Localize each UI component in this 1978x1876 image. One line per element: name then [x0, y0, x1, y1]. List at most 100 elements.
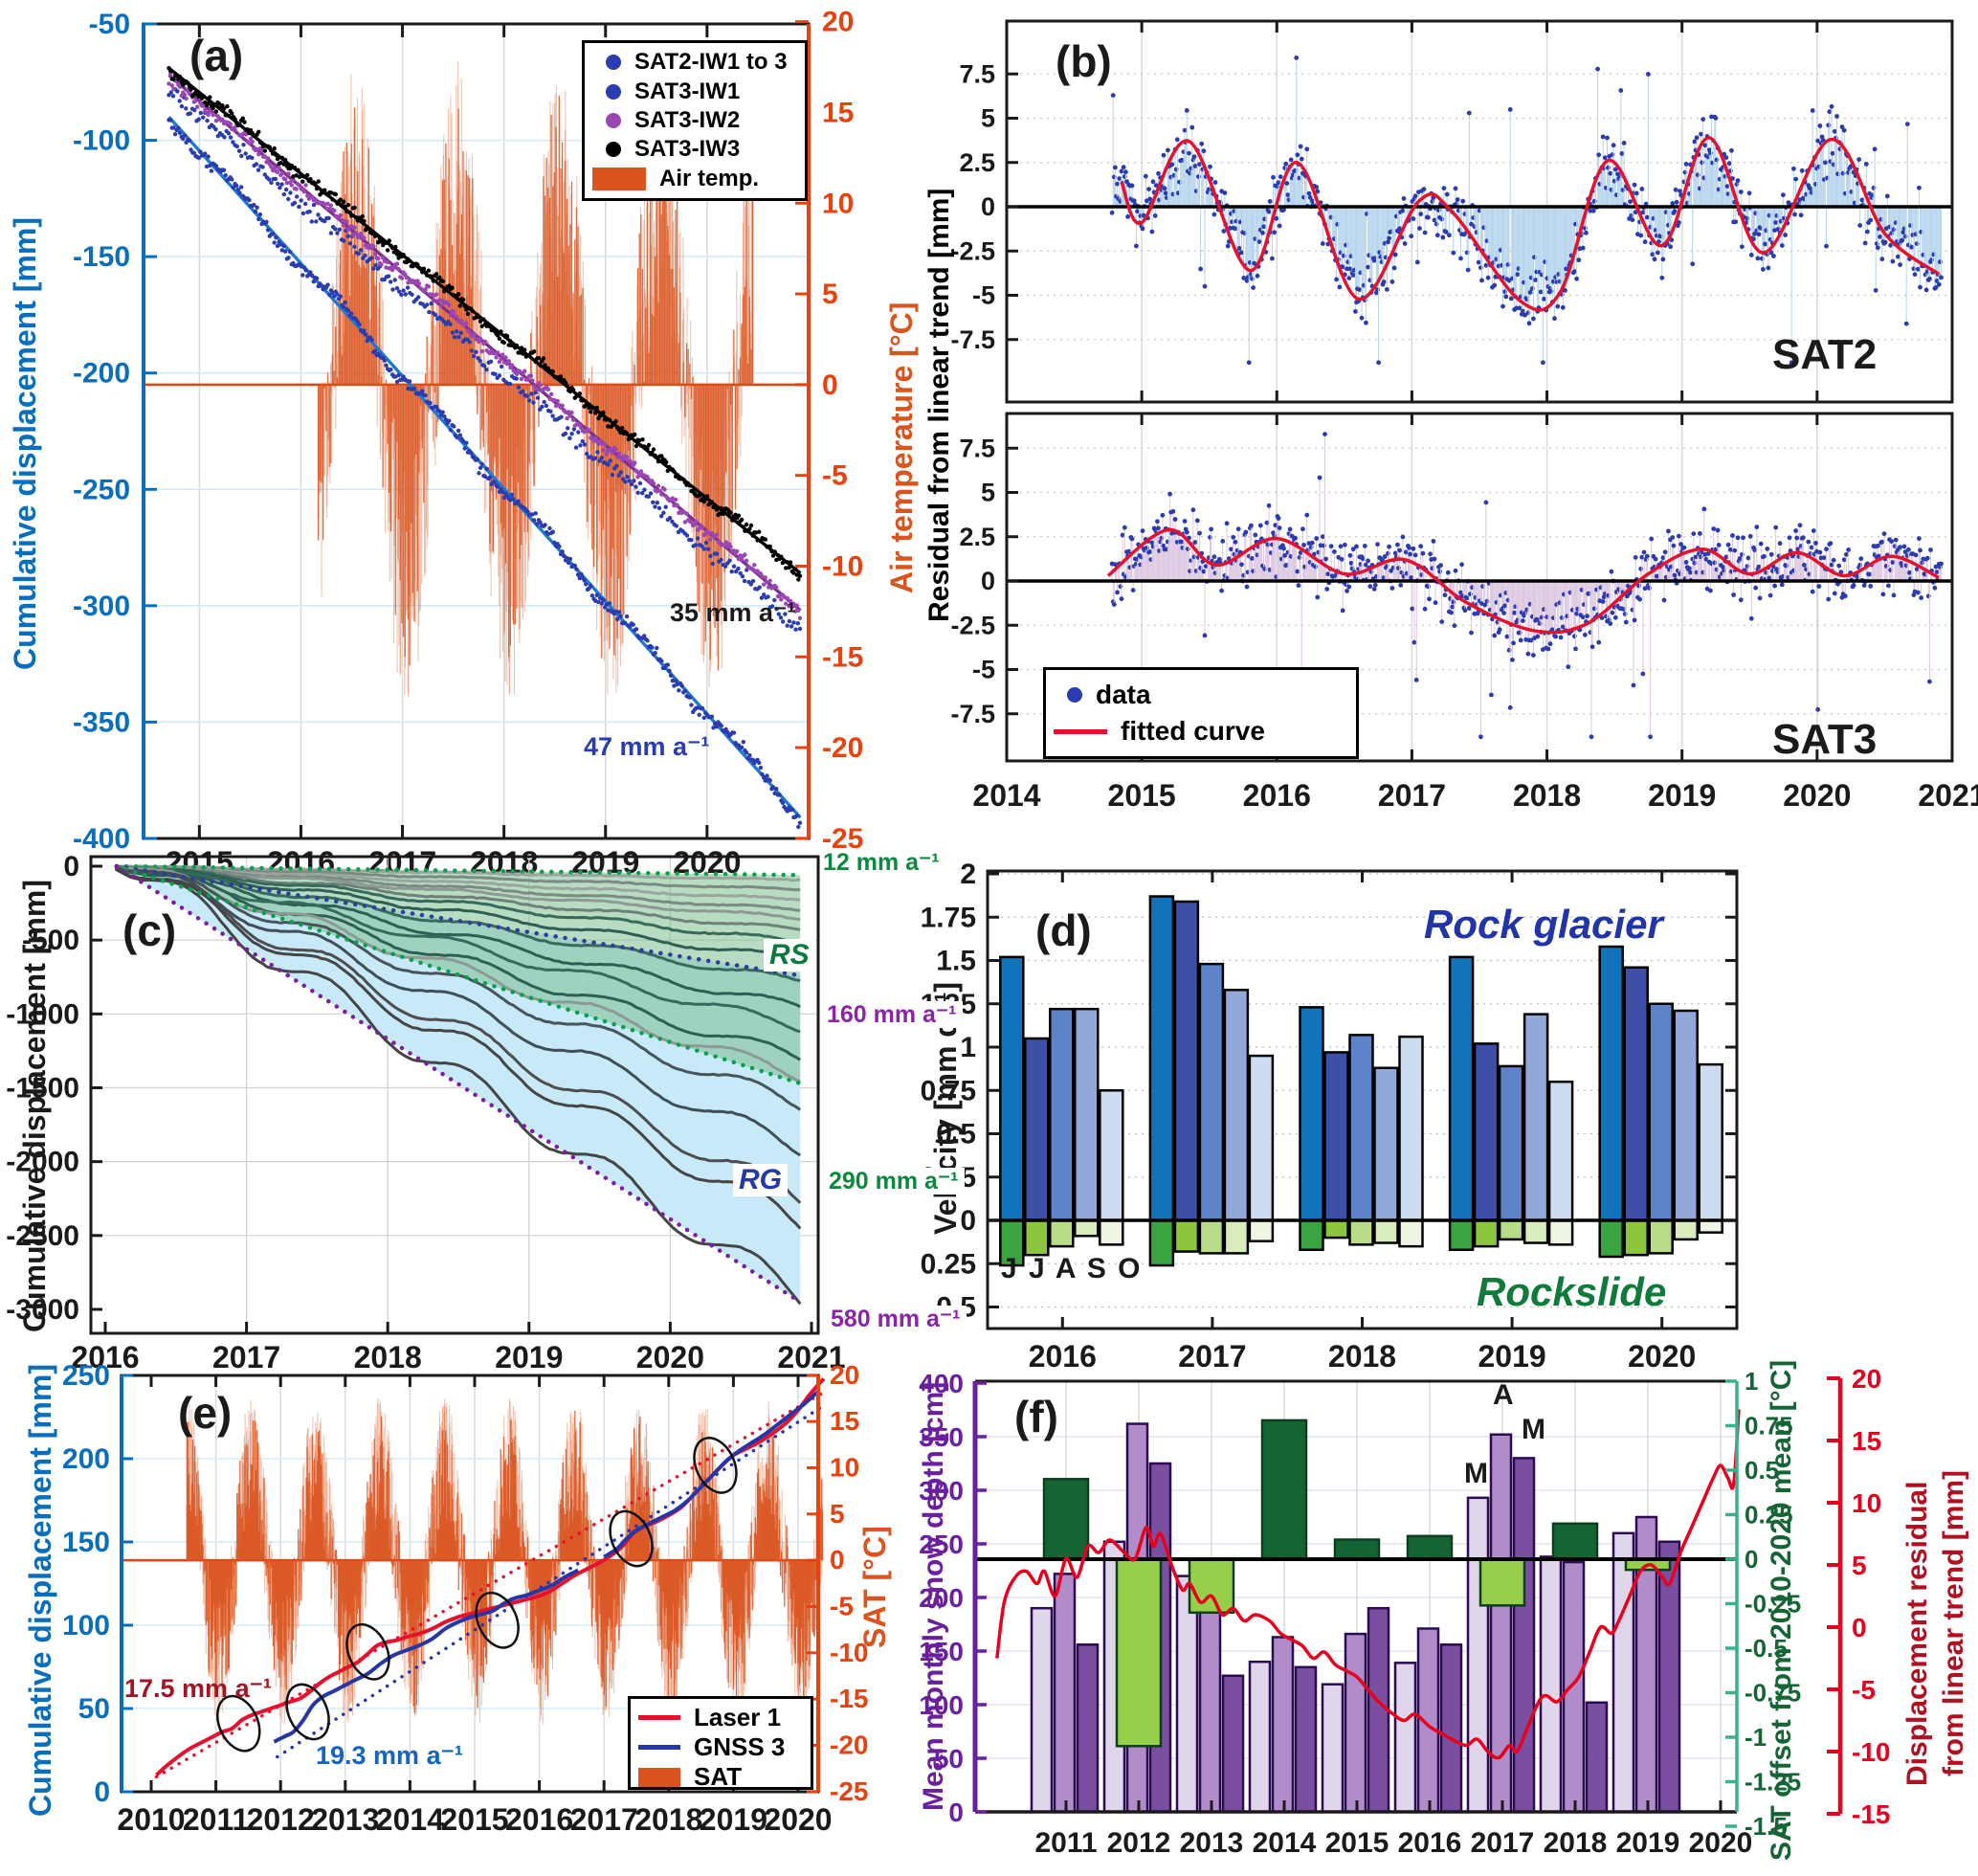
sat3-iw3-marker-icon — [606, 142, 621, 158]
month-labels: J J A S O — [1001, 1253, 1143, 1284]
panel-e-ylabel-right: SAT [°C] — [857, 1526, 892, 1648]
svg-text:7.5: 7.5 — [959, 59, 995, 88]
panel-b-ylabel: Residual from linear trend [mm] — [923, 188, 955, 622]
svg-text:-7.5: -7.5 — [950, 325, 995, 354]
svg-text:10: 10 — [822, 188, 854, 219]
panel-d: 21.751.51.2510.750.50.2500.250.520162017… — [921, 859, 1739, 1374]
svg-text:5: 5 — [822, 279, 838, 310]
svg-text:-5: -5 — [822, 460, 848, 492]
sat2-marker-icon — [606, 55, 621, 71]
rate-gnss: 19.3 mm a⁻¹ — [316, 1741, 463, 1770]
rate-580: 580 mm a⁻¹ — [825, 1306, 967, 1333]
legend-item-airtemp: Air temp. — [592, 166, 797, 192]
panel-b: 7.552.50-2.5-5-7.57.552.50-2.5-5-7.52014… — [950, 19, 1978, 813]
svg-text:-15: -15 — [822, 641, 863, 673]
svg-text:15: 15 — [822, 97, 854, 128]
legend-label: SAT3-IW2 — [634, 106, 741, 133]
panel-e-letter: (e) — [178, 1388, 233, 1438]
legend-label: SAT2-IW1 to 3 — [634, 49, 788, 76]
svg-text:-200: -200 — [73, 358, 130, 390]
legend-label: GNSS 3 — [694, 1732, 786, 1761]
laser-line-icon — [638, 1715, 680, 1720]
legend-label: SAT3-IW3 — [634, 136, 741, 163]
svg-text:-20: -20 — [822, 732, 863, 764]
sat3-iw1-marker-icon — [606, 83, 621, 100]
svg-text:-5: -5 — [972, 281, 995, 310]
legend-item-sat3iw3: SAT3-IW3 — [592, 136, 797, 163]
legend-item-sat3iw2: SAT3-IW2 — [592, 107, 797, 134]
panel-c-ylabel: Cumulative displacement [mm] — [17, 880, 52, 1332]
legend-label: Laser 1 — [694, 1703, 782, 1731]
rg-tag: RG — [733, 1164, 788, 1196]
gnss-line-icon — [638, 1745, 680, 1750]
svg-text:-300: -300 — [73, 591, 130, 622]
fitted-curve-swatch-icon — [1054, 728, 1107, 734]
legend-item-sat2: SAT2-IW1 to 3 — [592, 49, 797, 76]
legend-item-sat: SAT — [638, 1762, 803, 1792]
air-temp-swatch-icon — [592, 167, 646, 190]
panel-e-ylabel-left: Cumulative displacement [mm] — [23, 1364, 57, 1817]
panel-a-legend: SAT2-IW1 to 3 SAT3-IW1 SAT3-IW2 SAT3-IW3… — [582, 40, 808, 201]
svg-text:-400: -400 — [73, 823, 130, 855]
panel-f-letter: (f) — [1014, 1392, 1058, 1441]
sat-swatch-icon — [638, 1767, 680, 1787]
svg-text:0: 0 — [981, 192, 995, 221]
panel-f-ylabel-green: SAT offset from 2010-2020 mean [°C] — [1766, 1359, 1797, 1861]
panel-d-letter: (d) — [1035, 905, 1092, 955]
month-mark-m1: M — [1464, 1458, 1488, 1489]
panel-a-ylabel-left: Cumulative displacement [mm] — [8, 217, 42, 670]
panel-b-letter: (b) — [1056, 36, 1112, 86]
legend-item-sat3iw1: SAT3-IW1 — [592, 78, 797, 105]
panel-e-legend: Laser 1 GNSS 3 SAT — [628, 1696, 813, 1792]
svg-text:-10: -10 — [822, 550, 863, 582]
panel-b-legend: data fitted curve — [1043, 667, 1359, 759]
svg-text:2.5: 2.5 — [959, 148, 995, 177]
svg-text:-2.5: -2.5 — [950, 236, 995, 265]
svg-text:5: 5 — [981, 104, 995, 133]
svg-text:-350: -350 — [73, 706, 130, 738]
legend-item-gnss: GNSS 3 — [638, 1732, 803, 1762]
legend-label: data — [1096, 680, 1151, 709]
rate-annotation-blue: 47 mm a⁻¹ — [584, 732, 710, 761]
legend-item-fit: fitted curve — [1054, 716, 1348, 747]
svg-text:-25: -25 — [822, 823, 863, 855]
rate-290: 290 mm a⁻¹ — [823, 1168, 965, 1195]
rock-glacier-title: Rock glacier — [1424, 902, 1663, 947]
rockslide-title: Rockslide — [1477, 1269, 1667, 1314]
svg-text:-50: -50 — [89, 9, 130, 40]
rate-laser: 17.5 mm a⁻¹ — [124, 1674, 272, 1703]
svg-text:-100: -100 — [73, 125, 130, 157]
panel-a-ylabel-right: Air temperature [°C] — [884, 302, 919, 593]
legend-label: Air temp. — [659, 165, 760, 191]
panel-a-letter: (a) — [189, 31, 244, 80]
svg-text:20: 20 — [822, 7, 854, 38]
legend-label: SAT3-IW1 — [634, 78, 741, 104]
sat3-tag: SAT3 — [1772, 716, 1878, 763]
legend-label: fitted curve — [1121, 716, 1265, 746]
panel-a: -50 -100 -150 -200 -250 -300 -350 -400 20 15 10 5 0 -… — [73, 7, 863, 880]
data-marker-icon — [1067, 687, 1082, 703]
legend-label: SAT — [694, 1762, 743, 1791]
svg-text:-150: -150 — [73, 241, 130, 273]
panel-f-ylabel-red-1: Displacement residual — [1901, 1481, 1933, 1786]
panel-f-ylabel-left: Mean monthly snow depth [cm] — [918, 1381, 949, 1811]
panel-f-ylabel-red-2: from linear trend [mm] — [1938, 1469, 1969, 1776]
sat2-tag: SAT2 — [1772, 331, 1878, 378]
legend-item-laser: Laser 1 — [638, 1703, 803, 1732]
svg-text:-250: -250 — [73, 474, 130, 505]
svg-text:0: 0 — [822, 369, 838, 401]
month-mark-a: A — [1493, 1379, 1514, 1411]
month-mark-m2: M — [1522, 1414, 1545, 1445]
sat3-iw2-marker-icon — [606, 112, 621, 128]
rate-annotation-black: 35 mm a⁻¹ — [670, 598, 796, 627]
legend-item-data: data — [1054, 680, 1348, 710]
panel-c-letter: (c) — [122, 905, 177, 955]
rate-12: 12 mm a⁻¹ — [823, 849, 940, 876]
rate-160: 160 mm a⁻¹ — [821, 1001, 963, 1029]
rs-tag: RS — [764, 939, 815, 972]
